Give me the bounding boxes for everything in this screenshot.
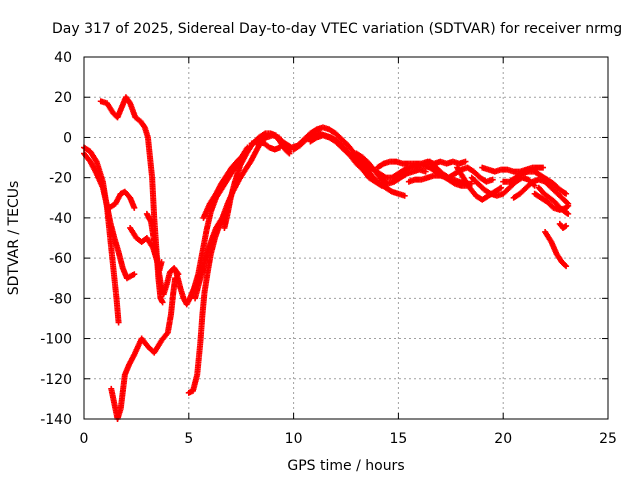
data-point	[378, 182, 385, 189]
y-axis-label: SDTVAR / TECUs	[6, 181, 22, 296]
series-arc-17	[353, 150, 429, 187]
data-point	[563, 222, 570, 229]
data-point	[562, 262, 569, 269]
data-point	[540, 164, 547, 171]
grid	[84, 57, 608, 419]
series-arc-7	[143, 210, 165, 274]
series-arc-2	[81, 150, 138, 282]
data-point	[131, 271, 138, 278]
series-arc-24	[500, 168, 570, 197]
data-point	[401, 192, 408, 199]
y-tick-label: -140	[40, 412, 72, 428]
y-tick-label: 20	[54, 90, 72, 106]
series-arc-6	[108, 275, 179, 422]
data-point	[422, 168, 429, 175]
data-point	[563, 263, 570, 270]
y-tick-label: 40	[54, 50, 72, 66]
data-point	[286, 150, 293, 157]
data-point	[489, 176, 496, 183]
y-tick-label: 0	[63, 130, 72, 146]
series-arc-29	[556, 220, 570, 231]
x-axis: 0 5 10 15 20 25	[80, 57, 617, 447]
data-point	[276, 144, 283, 151]
x-tick-label: 0	[80, 431, 89, 447]
series-arc-15	[290, 130, 385, 189]
data-point	[462, 158, 469, 165]
series-arc-3	[106, 188, 138, 211]
series-arc-13	[248, 138, 283, 153]
y-tick-label: -120	[40, 372, 72, 388]
x-axis-label: GPS time / hours	[287, 458, 404, 474]
data-point	[115, 319, 122, 326]
series-arc-20	[426, 158, 496, 185]
y-tick-label: -100	[40, 332, 72, 348]
data-point	[285, 149, 292, 156]
y-tick-label: -80	[49, 291, 72, 307]
data-point	[564, 203, 571, 210]
data-point	[565, 202, 572, 209]
x-tick-label: 20	[494, 431, 512, 447]
data-point	[563, 190, 570, 197]
y-tick-label: -60	[49, 251, 72, 267]
y-tick-label: -40	[49, 211, 72, 227]
series-arc-11	[200, 154, 245, 221]
x-tick-label: 25	[599, 431, 617, 447]
data-point	[159, 299, 166, 306]
chart-title: Day 317 of 2025, Sidereal Day-to-day VTE…	[52, 21, 622, 37]
series-arc-25	[510, 176, 572, 207]
y-axis: -140 -120 -100 -80 -60 -40 -20 0 20 40	[40, 50, 608, 428]
series-arc-28	[542, 228, 570, 270]
data-point	[158, 259, 165, 266]
plot-area	[81, 94, 572, 422]
plot-frame	[83, 56, 609, 420]
x-tick-label: 15	[389, 431, 407, 447]
series-arc-27	[535, 184, 572, 217]
series-arc-9	[185, 214, 228, 396]
x-tick-label: 10	[285, 431, 303, 447]
data-point	[131, 204, 138, 211]
x-tick-label: 5	[184, 431, 193, 447]
y-tick-label: -20	[49, 171, 72, 187]
series-arc-10	[192, 132, 293, 302]
data-point	[565, 210, 572, 217]
data-point	[498, 184, 505, 191]
